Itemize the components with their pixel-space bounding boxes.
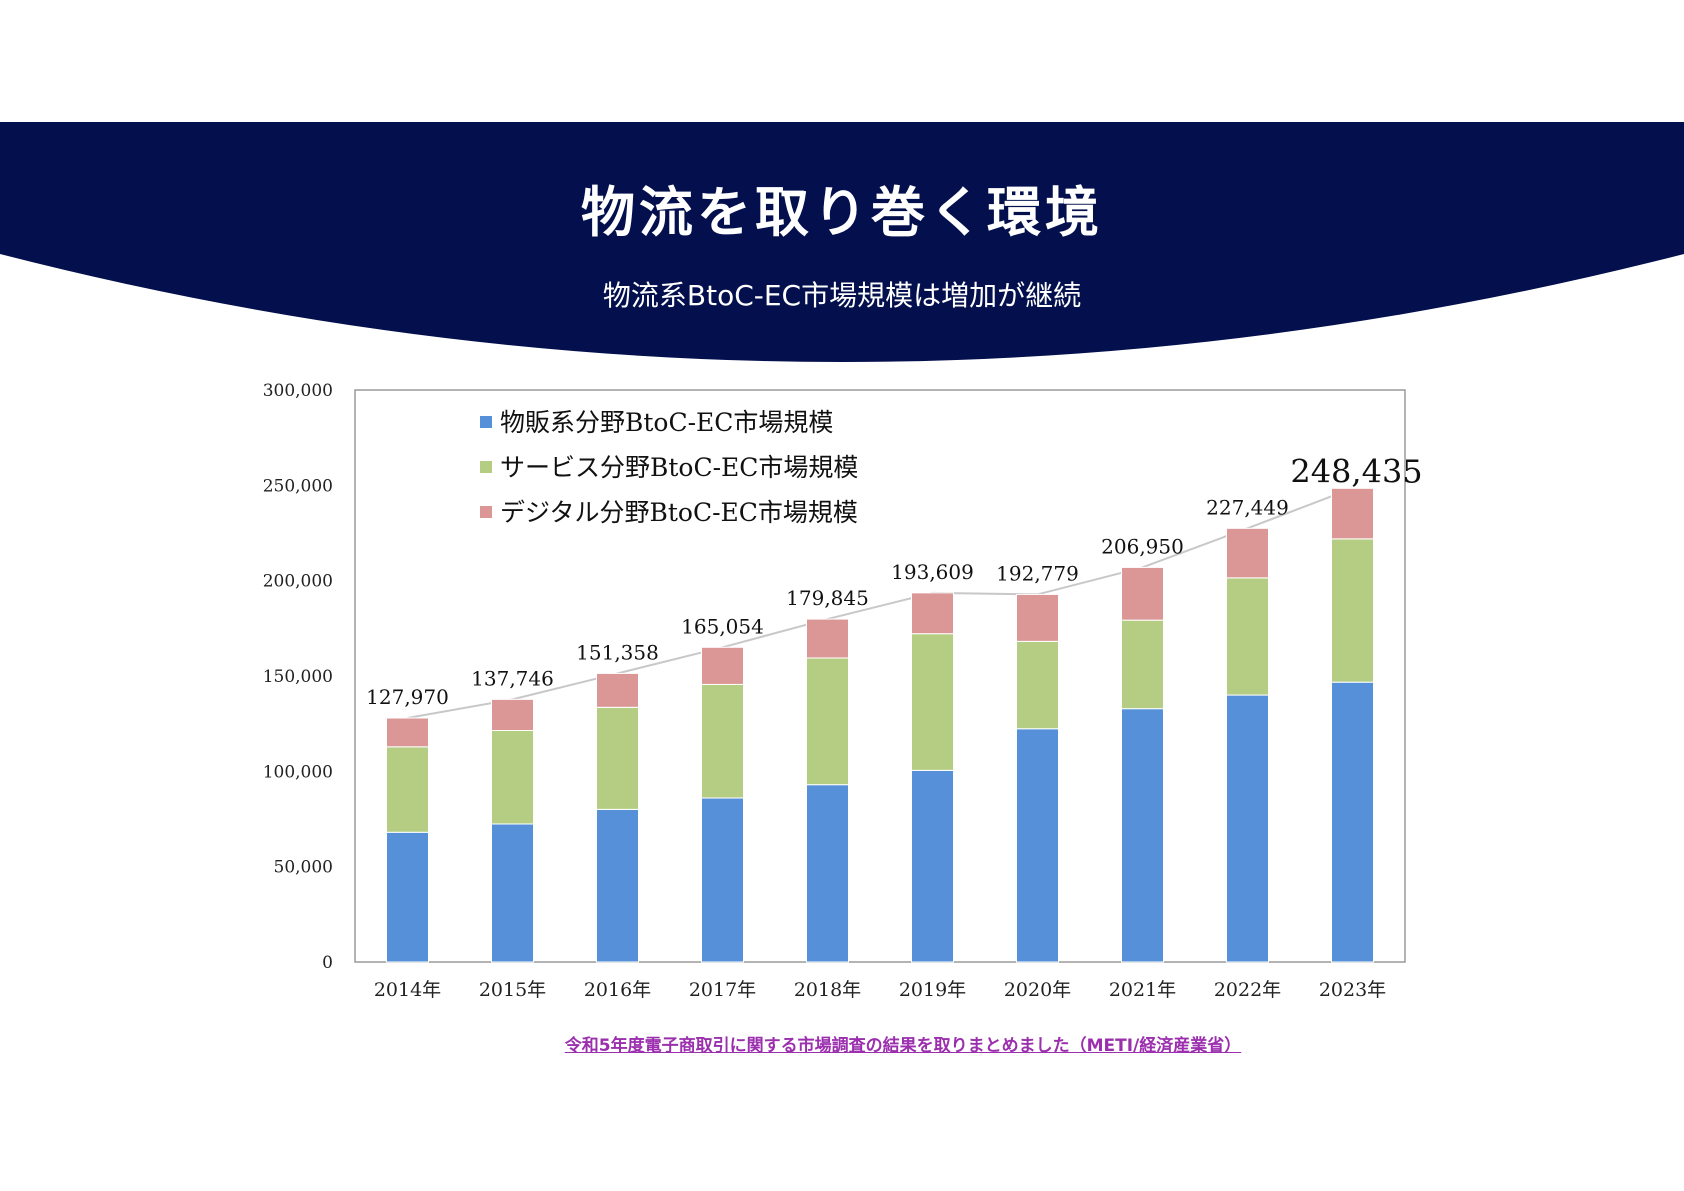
x-tick-label: 2020年 xyxy=(1004,979,1071,1001)
x-tick-label: 2019年 xyxy=(899,979,966,1001)
bar-segment-1 xyxy=(1331,681,1374,963)
x-tick-label: 2021年 xyxy=(1109,979,1176,1001)
bar-segment-3 xyxy=(1016,593,1059,642)
bar-segment-3 xyxy=(491,698,534,732)
page-title: 物流を取り巻く環境 xyxy=(581,181,1103,244)
total-data-label: 206,950 xyxy=(1101,534,1184,558)
total-data-label: 227,449 xyxy=(1206,495,1289,519)
legend-swatch xyxy=(480,461,492,473)
x-tick-label: 2018年 xyxy=(794,979,861,1001)
bar-segment-1 xyxy=(806,784,849,963)
header-band-shape xyxy=(0,122,1684,362)
bar-segment-1 xyxy=(1226,694,1269,963)
bar-segment-1 xyxy=(911,769,954,963)
bar-segment-3 xyxy=(596,672,639,708)
total-data-label: 193,609 xyxy=(891,560,974,584)
page-subtitle: 物流系BtoC-EC市場規模は増加が継続 xyxy=(602,279,1082,312)
legend-swatch xyxy=(480,416,492,428)
bar-segment-2 xyxy=(386,746,429,833)
bar-segment-2 xyxy=(911,633,954,771)
bar-segment-2 xyxy=(1016,640,1059,730)
bar-segment-3 xyxy=(911,592,954,635)
legend-swatch xyxy=(480,506,492,518)
bar-segment-2 xyxy=(596,706,639,810)
legend-label: 物販系分野BtoC-EC市場規模 xyxy=(500,408,833,437)
legend-label: デジタル分野BtoC-EC市場規模 xyxy=(500,498,858,527)
bar-segment-2 xyxy=(1226,577,1269,696)
bar-segment-3 xyxy=(1121,566,1164,621)
total-data-label: 179,845 xyxy=(786,586,869,610)
total-data-label: 127,970 xyxy=(366,685,449,709)
bar-segment-1 xyxy=(1016,728,1059,963)
bar-segment-2 xyxy=(491,730,534,825)
y-tick-label: 50,000 xyxy=(274,858,333,878)
source-link[interactable]: 令和5年度電子商取引に関する市場調査の結果を取りまとめました（METI/経済産業… xyxy=(564,1036,1242,1056)
y-tick-label: 100,000 xyxy=(263,762,333,782)
x-tick-label: 2022年 xyxy=(1214,979,1281,1001)
y-tick-label: 250,000 xyxy=(263,476,333,496)
total-data-label: 151,358 xyxy=(576,640,659,664)
y-tick-label: 0 xyxy=(322,953,333,973)
plot-frame xyxy=(354,389,1406,963)
bar-segment-1 xyxy=(491,823,534,963)
bar-segment-3 xyxy=(701,646,744,685)
bar-segment-1 xyxy=(386,831,429,963)
bar-segment-1 xyxy=(1121,708,1164,963)
bar-segment-3 xyxy=(1331,487,1374,540)
total-data-label: 165,054 xyxy=(681,614,764,638)
bar-segment-3 xyxy=(386,717,429,748)
bar-segment-3 xyxy=(806,618,849,659)
bar-segment-1 xyxy=(596,808,639,963)
x-tick-label: 2016年 xyxy=(584,979,651,1001)
total-data-label: 192,779 xyxy=(996,561,1079,585)
legend-label: サービス分野BtoC-EC市場規模 xyxy=(500,453,858,482)
x-tick-label: 2014年 xyxy=(374,979,441,1001)
total-data-label: 248,435 xyxy=(1290,452,1422,490)
bar-segment-2 xyxy=(1331,538,1374,683)
total-data-label: 137,746 xyxy=(471,666,554,690)
x-tick-label: 2017年 xyxy=(689,979,756,1001)
y-tick-label: 150,000 xyxy=(263,667,333,687)
y-tick-label: 200,000 xyxy=(263,572,333,592)
bar-segment-2 xyxy=(701,683,744,799)
bar-segment-3 xyxy=(1226,527,1269,579)
x-tick-label: 2023年 xyxy=(1319,979,1386,1001)
header-band xyxy=(0,122,1684,362)
total-line xyxy=(407,487,1353,719)
x-tick-label: 2015年 xyxy=(479,979,546,1001)
bar-segment-1 xyxy=(701,797,744,963)
bar-segment-2 xyxy=(1121,619,1164,710)
y-tick-label: 300,000 xyxy=(263,381,333,401)
bar-segment-2 xyxy=(806,657,849,786)
